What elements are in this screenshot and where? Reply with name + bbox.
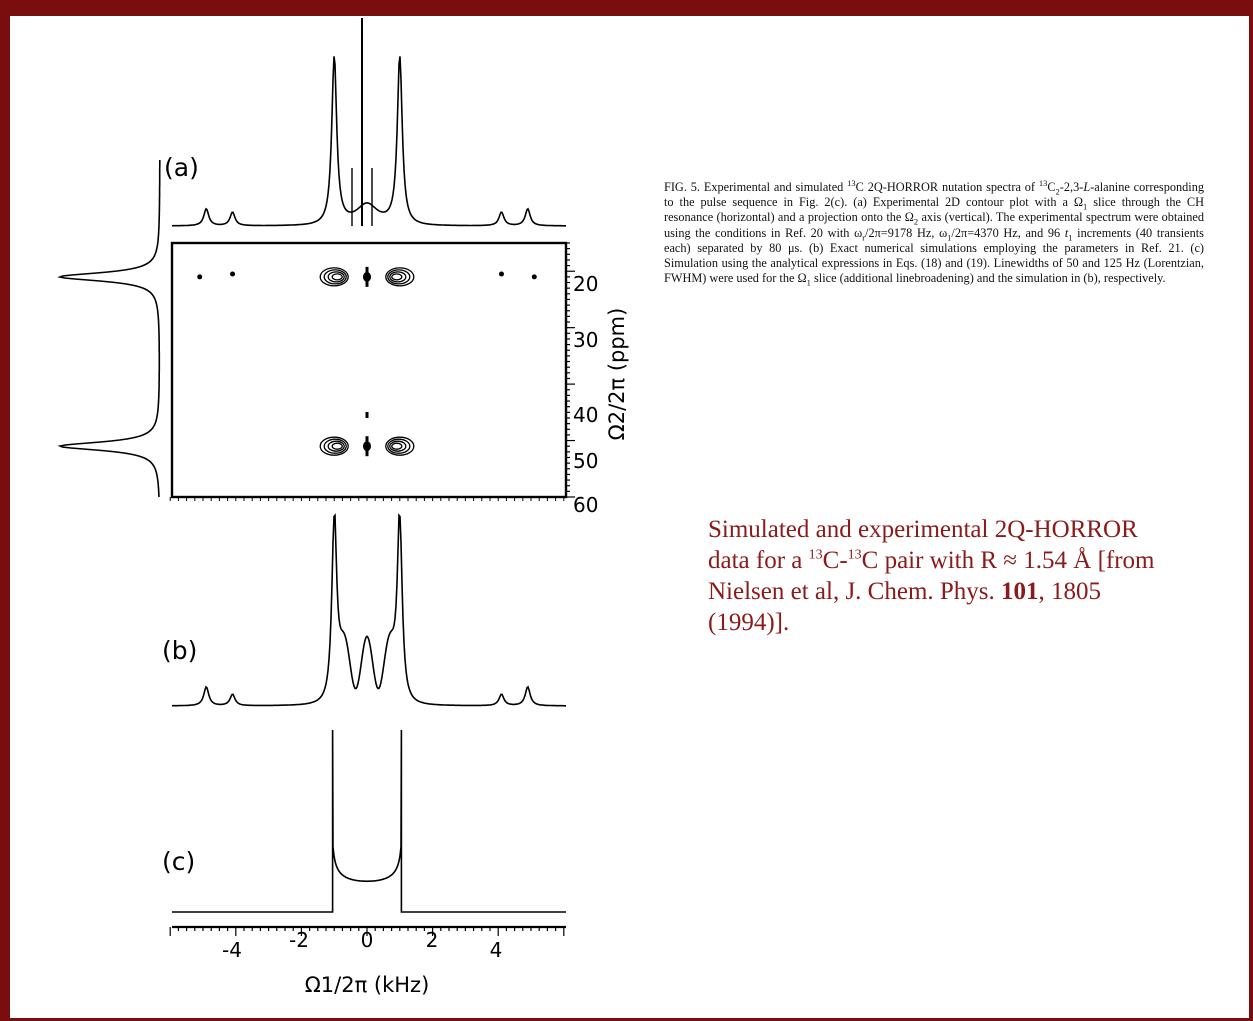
panel-label-c: (c)	[162, 847, 195, 876]
contour-ring	[319, 267, 349, 287]
projection-trace	[57, 160, 161, 498]
y-tick-label: 30	[573, 328, 598, 352]
summary-text: Simulated and experimental 2Q-HORROR dat…	[708, 514, 1178, 638]
caption-text: slice (additional linebroadening) and th…	[810, 271, 1166, 286]
caption-text: /2π=4370 Hz, and 96	[951, 225, 1065, 240]
trace-a	[171, 56, 566, 227]
y-axis-label: Ω2/2π (ppm)	[605, 308, 629, 441]
contour-ring	[327, 271, 345, 283]
summary-part: C-	[822, 547, 848, 574]
caption-italic: L	[1083, 180, 1091, 194]
contour-dot	[498, 271, 504, 277]
caption-text: slice through the CH resonance (horizont…	[664, 195, 1204, 225]
contour-ring	[389, 271, 407, 283]
summary-part: , 1805 (1994)].	[708, 578, 1102, 636]
caption-sub: 1	[806, 277, 811, 288]
contour-ring	[387, 438, 411, 454]
x-tick-label: 4	[490, 938, 503, 962]
trace-c	[172, 729, 566, 913]
spectra-traces	[171, 18, 566, 913]
x-tick-label: 0	[361, 928, 374, 952]
trace-b	[172, 513, 566, 707]
y-tick-label: 60	[573, 493, 598, 517]
y-tick-label: 50	[573, 449, 598, 473]
caption-text: /2π=9178 Hz, ω	[865, 225, 948, 240]
spectra-figure: (a) (b) (c) -4 -2 0 2 4 Ω1/2π (kHz) 20 3…	[57, 18, 629, 997]
caption-text: increments (40 transients each) separate…	[664, 225, 1204, 286]
summary-part: C pair with R ≈ 1.54 Å [from Nielsen et …	[708, 547, 1155, 605]
contour-ring	[391, 442, 403, 450]
contour-ring	[327, 440, 345, 452]
x-tick-label: 2	[426, 928, 439, 952]
summary-part: Simulated and experimental 2Q-HORROR dat…	[708, 516, 1138, 574]
caption-text: -alanine corresponding to the pulse sequ…	[664, 180, 1204, 210]
caption-italic: t	[1064, 225, 1069, 240]
y-tick-label: 20	[573, 272, 598, 296]
caption-sub: r	[862, 232, 866, 243]
summary-sup: 13	[847, 547, 862, 563]
caption-fig-label: FIG. 5.	[664, 180, 700, 194]
contour-center	[363, 271, 371, 282]
x-axis-label: Ω1/2π (kHz)	[305, 973, 430, 997]
summary-sup: 13	[808, 547, 823, 563]
panel-label-a: (a)	[164, 153, 199, 182]
x-tick-label: -2	[289, 928, 309, 952]
caption-sup: 13	[1038, 177, 1048, 188]
caption-sub: 2	[913, 216, 919, 227]
y-tick-label: 40	[573, 403, 598, 427]
contour-ring	[385, 267, 415, 287]
contour-ring	[323, 438, 347, 454]
contour-ring	[331, 273, 343, 281]
caption-sub: 1	[1083, 201, 1088, 212]
contour-ring	[323, 269, 347, 285]
contour-ring	[385, 436, 415, 456]
panel-label-b: (b)	[162, 636, 197, 665]
caption-text: C	[1047, 180, 1056, 194]
contour-ring	[331, 442, 343, 450]
figure-caption: FIG. 5. Experimental and simulated 13C 2…	[664, 177, 1204, 288]
caption-sub: 1	[1068, 232, 1073, 243]
contour-ring	[389, 440, 407, 452]
contour-center	[363, 441, 371, 452]
contour-frame	[170, 241, 568, 499]
contour-dot	[531, 274, 537, 280]
contour-dot	[197, 274, 203, 280]
caption-sub: 2	[1055, 186, 1060, 197]
caption-text: axis (vertical). The experimental spectr…	[664, 210, 1204, 240]
contour-ring	[387, 269, 411, 285]
contour-dot	[230, 271, 236, 277]
axes	[169, 242, 575, 936]
caption-text: Experimental and simulated	[699, 180, 848, 194]
caption-sup: 13	[847, 177, 856, 188]
contour-ring	[391, 273, 403, 281]
caption-sub: 1	[947, 232, 952, 243]
caption-text: -2,3-	[1059, 180, 1084, 194]
x-tick-label: -4	[222, 938, 242, 962]
summary-volume: 101	[1001, 578, 1039, 605]
contour-plot	[57, 160, 568, 499]
contour-ring	[319, 436, 349, 456]
caption-text: C 2Q-HORROR nutation spectra of	[855, 180, 1039, 194]
